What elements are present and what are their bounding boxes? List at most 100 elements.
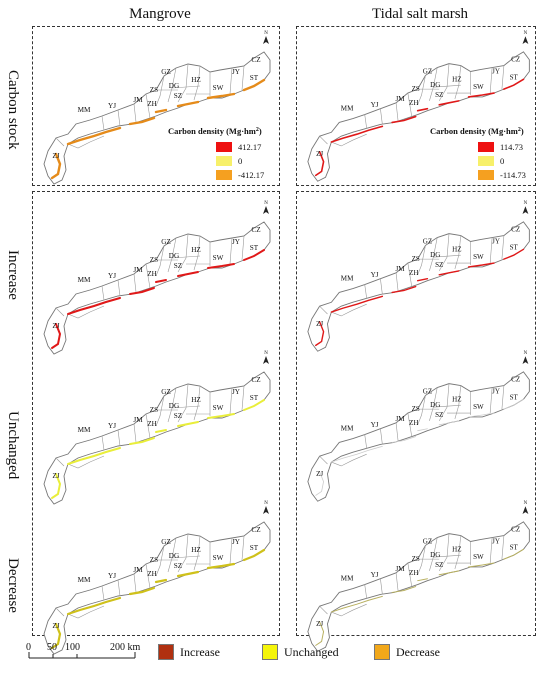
carbon-mangrove-wetland-highlight: [154, 108, 168, 114]
increase-mangrove-county-boundary: [133, 273, 137, 293]
city-label-cz: CZ: [251, 376, 260, 384]
carbon-mangrove-wetland-highlight: [128, 116, 156, 126]
increase-saltmarsh-county-boundary: [429, 237, 438, 271]
decrease-saltmarsh-county-boundary: [433, 554, 461, 558]
city-label-zj: ZJ: [52, 622, 59, 630]
city-label-st: ST: [510, 243, 519, 251]
increase-saltmarsh-county-boundary: [407, 262, 413, 287]
row-title-carbon-stock: Carbon stock: [5, 70, 21, 150]
north-label: N: [524, 201, 528, 206]
unchanged-saltmarsh-county-boundary: [319, 455, 328, 465]
city-label-hz: HZ: [191, 546, 201, 554]
city-label-jm: JM: [133, 566, 143, 574]
carbon-mangrove-county-boundary: [55, 137, 65, 147]
carbon-saltmarsh-county-boundary: [429, 67, 438, 101]
decrease-saltmarsh-county-boundary: [380, 578, 383, 595]
carbon-saltmarsh-county-boundary: [433, 84, 461, 88]
saltmarsh-density-value: 114.73: [500, 142, 523, 152]
unchanged-mangrove-county-boundary: [133, 423, 137, 443]
city-label-zs: ZS: [412, 405, 420, 413]
city-label-zj: ZJ: [316, 150, 323, 158]
city-label-zs: ZS: [412, 85, 420, 93]
carbon-saltmarsh-county-boundary: [489, 67, 493, 94]
decrease-saltmarsh-county-boundary: [395, 572, 399, 591]
unchanged-saltmarsh-county-boundary: [395, 422, 399, 441]
decrease-mangrove-county-boundary: [241, 535, 245, 561]
city-label-dg: DG: [169, 82, 179, 90]
city-label-cz: CZ: [251, 226, 260, 234]
decrease-mangrove-county-boundary: [145, 563, 151, 589]
increase-mangrove-county-boundary: [155, 245, 165, 277]
unchanged-mangrove-county-boundary: [171, 405, 201, 409]
city-label-mm: MM: [78, 426, 91, 434]
unchanged-mangrove-county-boundary: [241, 385, 245, 411]
city-label-yj: YJ: [108, 422, 116, 430]
north-arrow-icon: N: [263, 201, 269, 214]
city-label-gz: GZ: [423, 67, 432, 75]
city-label-sz: SZ: [435, 261, 443, 269]
city-label-zj: ZJ: [316, 620, 323, 628]
city-label-dg: DG: [169, 552, 179, 560]
decrease-saltmarsh-map: GZ HZ JY CZ DG ST SZ SW ZS JM ZH YJ MM ZJ N: [307, 501, 530, 652]
unchanged-saltmarsh-county-boundary: [438, 383, 450, 422]
legend-increase-swatch: [158, 644, 174, 660]
city-label-mm: MM: [78, 276, 91, 284]
city-label-gz: GZ: [423, 387, 432, 395]
carbon-saltmarsh-county-boundary: [417, 75, 426, 105]
saltmarsh-density-value: 0: [500, 156, 504, 166]
row-title-unchanged: Unchanged: [5, 410, 21, 480]
city-label-jy: JY: [232, 388, 241, 396]
city-label-jm: JM: [395, 415, 405, 423]
carbon-mangrove-map: GZ HZ JY CZ DG ST SZ SW ZS JM ZH YJ MM ZJ N: [43, 31, 271, 185]
bottom-legend: 0 50 100 200 km: [0, 640, 550, 680]
city-label-sw: SW: [213, 254, 224, 262]
unchanged-mangrove-map: GZ HZ JY CZ DG ST SZ SW ZS JM ZH YJ MM ZJ N: [43, 351, 271, 505]
increase-mangrove-wetland-highlight: [67, 297, 121, 315]
unchanged-saltmarsh-county-boundary: [489, 387, 493, 414]
city-label-dg: DG: [169, 402, 179, 410]
city-label-yj: YJ: [371, 271, 379, 279]
carbon-saltmarsh-county-boundary: [331, 133, 367, 147]
city-label-jm: JM: [133, 416, 143, 424]
city-label-mm: MM: [341, 425, 354, 433]
north-arrow-icon: N: [263, 351, 269, 364]
unchanged-saltmarsh-county-boundary: [364, 434, 367, 449]
city-label-sz: SZ: [435, 411, 443, 419]
saltmarsh-density-swatch: [478, 156, 494, 166]
increase-saltmarsh-wetland-highlight: [416, 278, 429, 282]
unchanged-saltmarsh-county-boundary: [407, 412, 413, 437]
legend-decrease: Decrease: [374, 644, 440, 660]
increase-saltmarsh-wetland-highlight: [330, 295, 384, 313]
carbon-mangrove-county-boundary: [145, 93, 151, 119]
saltmarsh-density-legend: Carbon density (Mg·hm2) 114.73 0 -114.73: [430, 126, 526, 180]
decrease-saltmarsh-county-boundary: [417, 545, 426, 575]
carbon-saltmarsh-wetland-highlight: [314, 151, 325, 177]
city-label-sw: SW: [213, 554, 224, 562]
city-label-sz: SZ: [174, 262, 182, 270]
north-arrow-icon: N: [522, 501, 529, 515]
city-label-zh: ZH: [147, 100, 157, 108]
increase-saltmarsh-county-boundary: [364, 284, 367, 299]
increase-saltmarsh-wetland-highlight: [315, 321, 325, 347]
mangrove-density-title: Carbon density (Mg·hm2): [168, 126, 262, 136]
carbon-mangrove-county-boundary: [101, 115, 105, 131]
scale-tick-0: 0: [26, 642, 31, 653]
mangrove-density-value: 412.17: [238, 142, 261, 152]
city-label-zh: ZH: [147, 570, 157, 578]
unchanged-saltmarsh-wetland-highlight: [391, 436, 417, 443]
decrease-saltmarsh-wetland-highlight: [315, 621, 325, 646]
city-label-zh: ZH: [147, 420, 157, 428]
city-label-yj: YJ: [108, 572, 116, 580]
unchanged-mangrove-wetland-highlight: [243, 399, 265, 411]
city-label-zj: ZJ: [316, 320, 323, 328]
increase-mangrove-wetland-highlight: [243, 249, 265, 261]
city-label-st: ST: [510, 543, 519, 551]
increase-saltmarsh-county-boundary: [489, 237, 493, 264]
legend-unchanged-label: Unchanged: [284, 644, 339, 659]
increase-saltmarsh-county-boundary: [395, 272, 399, 291]
unchanged-saltmarsh-county-boundary: [380, 428, 383, 445]
north-label: N: [524, 351, 528, 356]
city-label-st: ST: [250, 74, 259, 82]
row-title-decrease: Decrease: [5, 557, 21, 613]
